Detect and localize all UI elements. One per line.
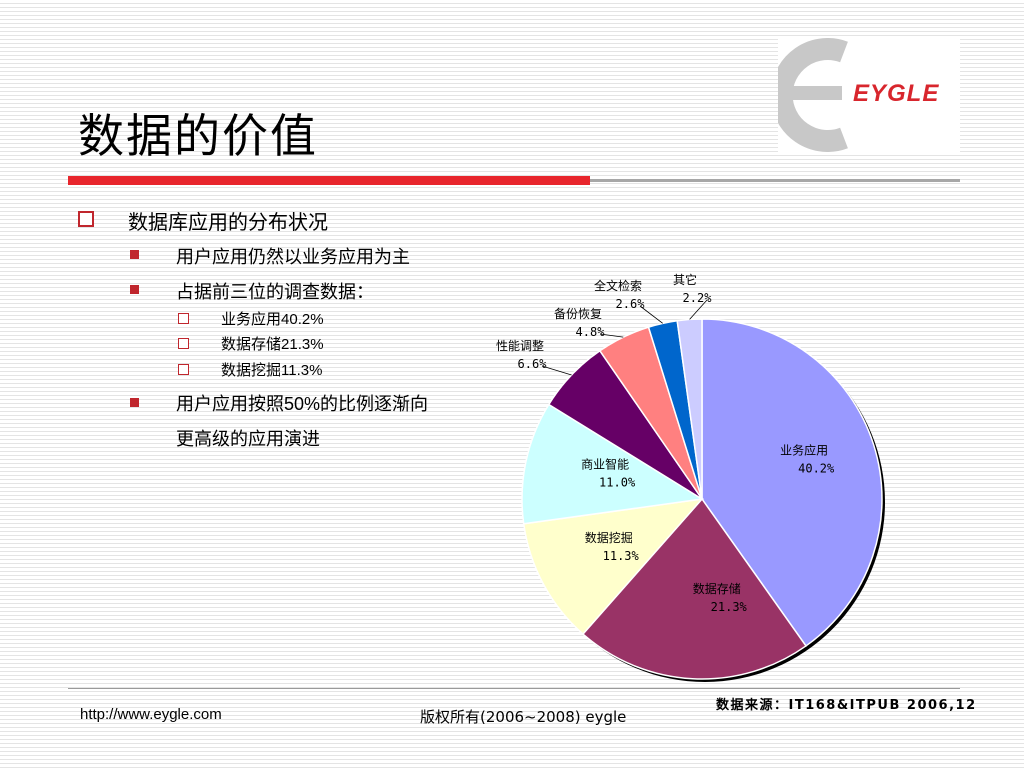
bullet-solid-icon	[130, 398, 139, 407]
slice-label: 数据挖掘	[585, 530, 633, 545]
sub-bullet-hollow-icon	[178, 313, 189, 324]
pie-slice	[581, 497, 808, 680]
slice-label: 其它	[673, 272, 697, 287]
footer-copyright: 版权所有(2006~2008) eygle	[420, 708, 627, 726]
data-source-note: 数据来源：IT168&ITPUB 2006,12	[716, 698, 977, 713]
sub-bullet-item: 数据挖掘11.3%	[221, 359, 322, 380]
leader-line	[599, 333, 624, 338]
bullet-item: 占据前三位的调查数据：	[176, 282, 374, 303]
leader-line	[541, 365, 572, 376]
bullet-item-continuation: 更高级的应用演进	[176, 429, 320, 450]
leader-line	[639, 305, 663, 324]
slice-label: 备份恢复	[554, 307, 602, 321]
pie-slice	[701, 318, 883, 647]
slice-label: 全文检索	[594, 278, 642, 293]
sub-bullet-item: 数据存储21.3%	[221, 333, 324, 354]
bullet-item: 用户应用按照50%的比例逐渐向	[176, 394, 429, 415]
sub-bullet-value: 11.3%	[281, 362, 323, 379]
footer-url-link[interactable]: http://www.eygle.com	[80, 706, 222, 723]
logo-wordmark: EYGLE	[853, 80, 940, 107]
slice-percent-label: 4.8%	[576, 325, 606, 339]
sub-bullet-label: 数据存储	[221, 335, 282, 353]
slice-percent-label: 11.3%	[603, 549, 640, 563]
sub-bullet-label: 业务应用	[221, 310, 282, 328]
title-underline-gray	[590, 179, 960, 182]
bullet-solid-icon	[130, 250, 139, 259]
slice-label: 数据存储	[693, 581, 741, 596]
pie-slice	[522, 497, 704, 636]
slice-percent-label: 6.6%	[518, 357, 548, 371]
sub-bullet-hollow-icon	[178, 364, 189, 375]
logo-mark-icon	[770, 38, 848, 152]
slice-label: 性能调整	[496, 338, 544, 353]
bullet-hollow-icon	[78, 211, 94, 227]
slice-percent-label: 40.2%	[798, 461, 835, 475]
slice-label: 业务应用	[780, 442, 828, 457]
footer-divider	[68, 688, 960, 689]
title-underline-red	[68, 176, 590, 185]
bullet-solid-icon	[130, 285, 139, 294]
slide-title: 数据的价值	[78, 109, 318, 163]
pie-slice	[676, 318, 703, 500]
sub-bullet-value: 21.3%	[281, 336, 324, 353]
sub-bullet-label: 数据挖掘	[221, 361, 282, 379]
slice-percent-label: 21.3%	[711, 600, 748, 614]
bullet-item: 用户应用仍然以业务应用为主	[176, 247, 410, 268]
slice-label: 商业智能	[581, 457, 629, 472]
leader-line	[689, 299, 708, 320]
slice-percent-label: 11.0%	[599, 476, 636, 490]
sub-bullet-item: 业务应用40.2%	[221, 308, 324, 329]
bullet-heading: 数据库应用的分布状况	[128, 210, 328, 234]
sub-bullet-hollow-icon	[178, 338, 189, 349]
pie-chart: 业务应用 40.2% 数据存储 21.3% 数据挖掘 11.3% 商业智能 11.0% 性能调整…	[496, 272, 885, 682]
slice-percent-label: 2.2%	[683, 291, 713, 305]
eygle-logo: EYGLE	[770, 38, 960, 152]
slice-percent-label: 2.6%	[616, 297, 646, 311]
pie-slice	[521, 403, 705, 525]
sub-bullet-value: 40.2%	[281, 311, 324, 328]
